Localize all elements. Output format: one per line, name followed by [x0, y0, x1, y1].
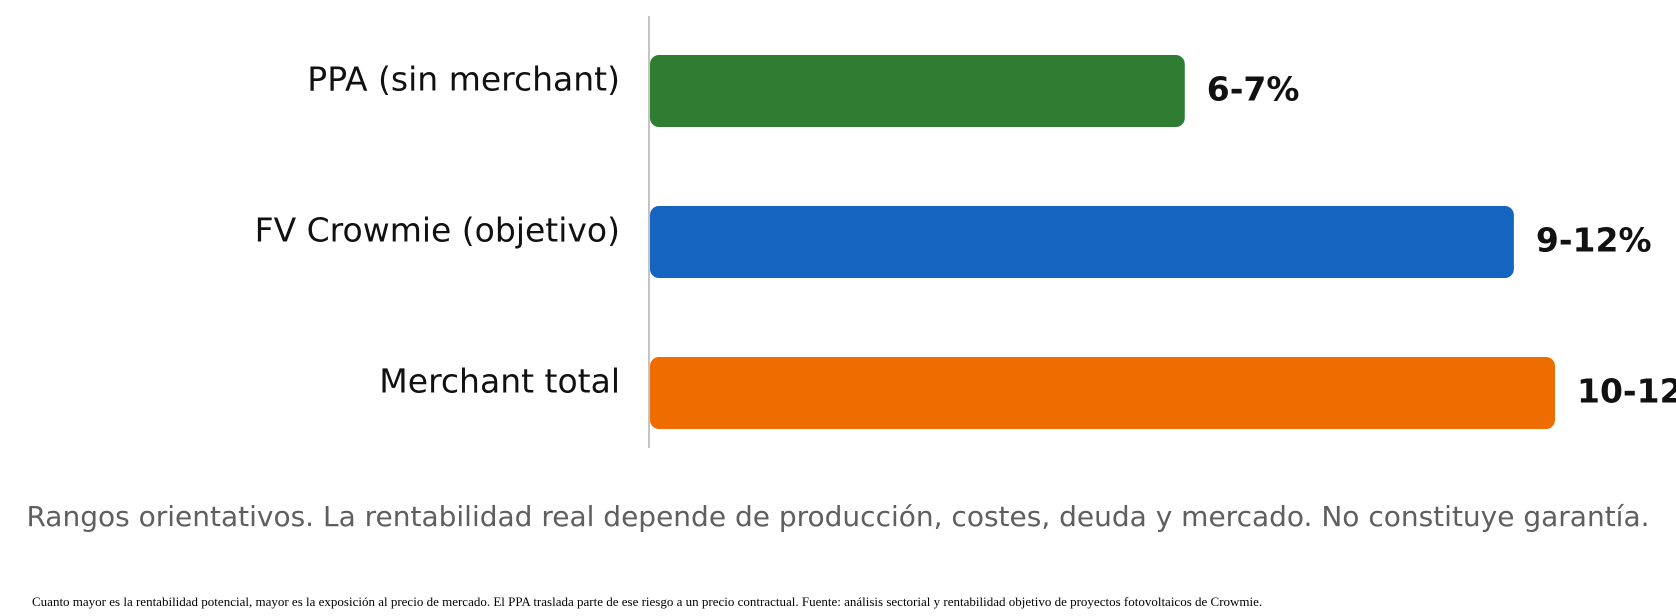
bar-chart: PPA (sin merchant) 6-7% FV Crowmie (objeti… [255, 16, 1676, 448]
source-footnote: Cuanto mayor es la rentabilidad potencia… [32, 594, 1263, 609]
chart-caption: Rangos orientativos. La rentabilidad rea… [26, 500, 1650, 533]
bar [650, 357, 1555, 429]
category-label: Merchant total [379, 362, 620, 401]
bar [650, 55, 1185, 127]
value-label: 6-7% [1207, 70, 1300, 109]
value-label: 10-12% [1577, 372, 1676, 411]
category-label: FV Crowmie (objetivo) [255, 211, 620, 250]
bar [650, 206, 1514, 278]
category-label: PPA (sin merchant) [307, 60, 620, 99]
value-label: 9-12% [1536, 221, 1652, 260]
